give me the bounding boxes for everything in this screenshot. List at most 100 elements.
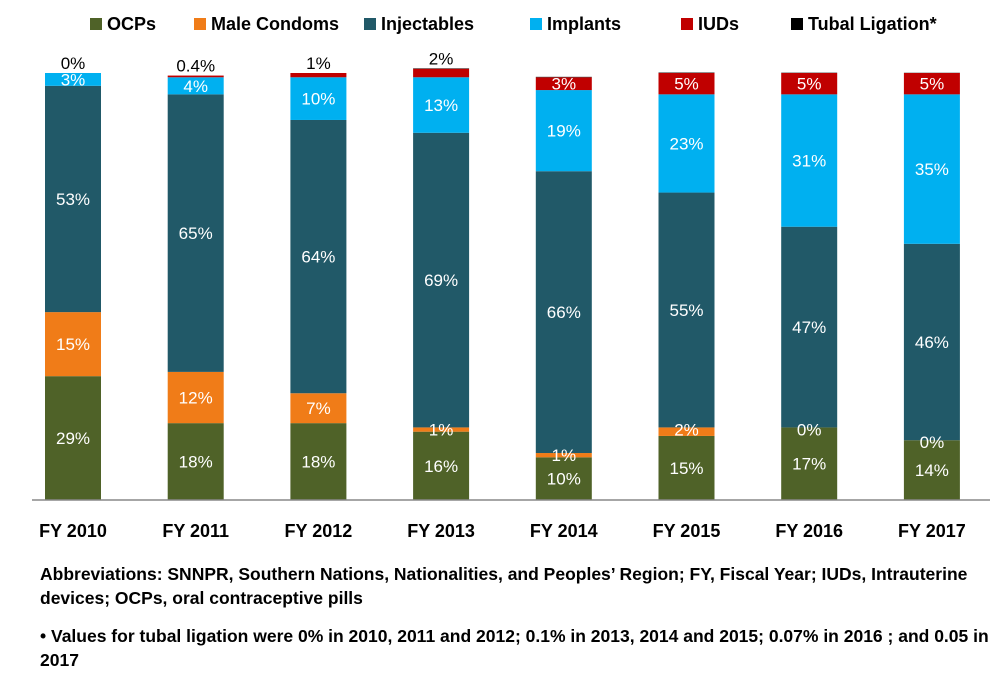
label-iuds-fy-2015: 5% <box>674 75 699 94</box>
label-implants-fy-2013: 13% <box>424 96 458 115</box>
x-tick-fy-2010: FY 2010 <box>39 521 107 541</box>
label-male-condoms-fy-2016: 0% <box>797 420 822 439</box>
label-implants-fy-2015: 23% <box>669 134 703 153</box>
label-ocps-fy-2012: 18% <box>301 453 335 472</box>
x-tick-fy-2013: FY 2013 <box>407 521 475 541</box>
label-ocps-fy-2010: 29% <box>56 429 90 448</box>
label-implants-fy-2010: 3% <box>61 70 86 89</box>
legend-swatch-male-condoms <box>194 18 206 30</box>
bar-male-condoms-fy-2013 <box>413 427 470 432</box>
bar-ocps-fy-2012 <box>290 423 347 500</box>
label-ocps-fy-2011: 18% <box>179 453 213 472</box>
bar-iuds-fy-2014 <box>535 77 592 91</box>
bar-injectables-fy-2010 <box>45 85 101 313</box>
legend-label-tubal-ligation: Tubal Ligation* <box>808 14 937 34</box>
bar-male-condoms-fy-2010 <box>45 312 101 377</box>
legend-swatch-ocps <box>90 18 102 30</box>
label-iuds-fy-2013: 2% <box>429 49 454 68</box>
label-male-condoms-fy-2013: 1% <box>429 420 454 439</box>
bar-injectables-fy-2016 <box>781 226 838 428</box>
label-male-condoms-fy-2017: 0% <box>920 433 945 452</box>
legend-label-injectables: Injectables <box>381 14 474 34</box>
bar-male-condoms-fy-2015 <box>658 427 715 436</box>
x-tick-fy-2011: FY 2011 <box>162 521 229 541</box>
bar-ocps-fy-2011 <box>167 423 224 500</box>
bar-iuds-fy-2016 <box>781 73 838 95</box>
label-male-condoms-fy-2015: 2% <box>674 420 699 439</box>
bar-implants-fy-2013 <box>413 77 470 133</box>
label-iuds-fy-2010: 0% <box>61 54 86 73</box>
bar-implants-fy-2011 <box>167 77 224 95</box>
bar-iuds-fy-2013 <box>413 68 470 78</box>
bar-ocps-fy-2015 <box>658 435 715 500</box>
abbreviations-note: Abbreviations: SNNPR, Southern Nations, … <box>40 564 968 608</box>
label-implants-fy-2012: 10% <box>301 90 335 109</box>
label-implants-fy-2011: 4% <box>183 77 208 96</box>
label-injectables-fy-2012: 64% <box>301 248 335 267</box>
label-injectables-fy-2017: 46% <box>915 333 949 352</box>
legend-swatch-injectables <box>364 18 376 30</box>
label-injectables-fy-2010: 53% <box>56 190 90 209</box>
bars <box>45 68 960 500</box>
bar-ocps-fy-2017 <box>903 440 960 500</box>
bar-injectables-fy-2011 <box>167 94 224 372</box>
label-injectables-fy-2013: 69% <box>424 271 458 290</box>
legend-label-ocps: OCPs <box>107 14 156 34</box>
bar-iuds-fy-2017 <box>903 73 960 95</box>
label-iuds-fy-2011: 0.4% <box>176 57 215 76</box>
bar-implants-fy-2017 <box>903 94 960 244</box>
x-tick-fy-2017: FY 2017 <box>898 521 966 541</box>
label-injectables-fy-2014: 66% <box>547 303 581 322</box>
label-implants-fy-2016: 31% <box>792 152 826 171</box>
label-injectables-fy-2016: 47% <box>792 318 826 337</box>
label-male-condoms-fy-2014: 1% <box>552 446 577 465</box>
label-ocps-fy-2017: 14% <box>915 461 949 480</box>
x-tick-labels: FY 2010 FY 2011 FY 2012 FY 2013 FY 2014 FY 20… <box>39 521 966 541</box>
legend-swatch-iuds <box>681 18 693 30</box>
bar-injectables-fy-2014 <box>535 171 592 454</box>
bar-injectables-fy-2017 <box>903 243 960 441</box>
legend-swatch-implants <box>530 18 542 30</box>
bar-implants-fy-2012 <box>290 77 347 120</box>
label-iuds-fy-2014: 3% <box>552 75 577 94</box>
bar-male-condoms-fy-2014 <box>535 453 592 458</box>
bar-implants-fy-2014 <box>535 90 592 172</box>
bar-ocps-fy-2014 <box>535 457 592 500</box>
legend-label-male-condoms: Male Condoms <box>211 14 339 34</box>
x-tick-fy-2016: FY 2016 <box>775 521 843 541</box>
label-iuds-fy-2012: 1% <box>306 54 331 73</box>
bar-implants-fy-2010 <box>45 73 101 86</box>
legend-label-implants: Implants <box>547 14 621 34</box>
label-iuds-fy-2017: 5% <box>920 75 945 94</box>
bar-male-condoms-fy-2012 <box>290 393 347 424</box>
label-male-condoms-fy-2010: 15% <box>56 335 90 354</box>
label-iuds-fy-2016: 5% <box>797 75 822 94</box>
tubal-ligation-note: • Values for tubal ligation were 0% in 2… <box>40 626 989 670</box>
bar-ocps-fy-2010 <box>45 376 101 500</box>
bar-ocps-fy-2013 <box>413 431 470 500</box>
legend: OCPs Male Condoms Injectables Implants IUDs T… <box>90 14 937 34</box>
x-tick-fy-2014: FY 2014 <box>530 521 598 541</box>
bar-injectables-fy-2013 <box>413 132 470 428</box>
label-injectables-fy-2015: 55% <box>669 301 703 320</box>
bar-iuds-fy-2015 <box>658 73 715 95</box>
label-ocps-fy-2016: 17% <box>792 455 826 474</box>
label-implants-fy-2014: 19% <box>547 122 581 141</box>
bar-male-condoms-fy-2011 <box>167 371 224 424</box>
legend-swatch-tubal-ligation <box>791 18 803 30</box>
label-ocps-fy-2013: 16% <box>424 457 458 476</box>
bar-implants-fy-2015 <box>658 94 715 193</box>
segment-labels: 29%15%53%3%0%18%12%65%4%0.4%18%7%64%10%1… <box>56 49 949 488</box>
bar-injectables-fy-2015 <box>658 192 715 428</box>
label-implants-fy-2017: 35% <box>915 160 949 179</box>
x-tick-fy-2015: FY 2015 <box>653 521 721 541</box>
label-ocps-fy-2015: 15% <box>669 459 703 478</box>
bar-iuds-fy-2012 <box>290 73 347 78</box>
label-injectables-fy-2011: 65% <box>179 224 213 243</box>
bar-iuds-fy-2011 <box>167 75 224 78</box>
bar-implants-fy-2016 <box>781 94 838 227</box>
bar-injectables-fy-2012 <box>290 119 347 394</box>
label-male-condoms-fy-2012: 7% <box>306 399 331 418</box>
label-ocps-fy-2014: 10% <box>547 470 581 489</box>
